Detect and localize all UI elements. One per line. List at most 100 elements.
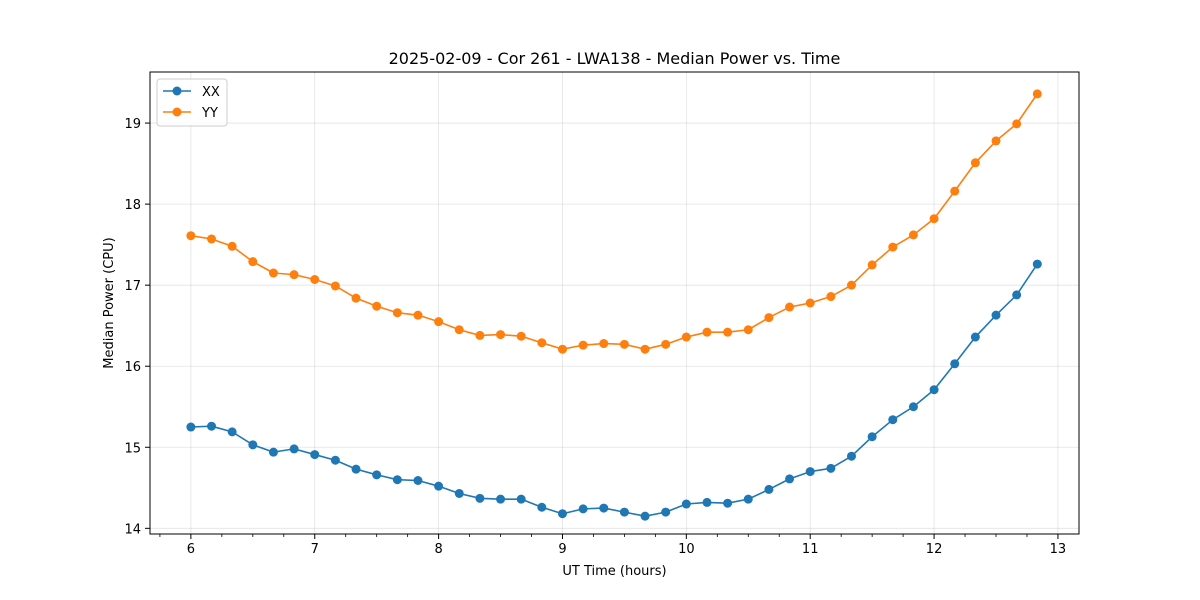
- data-point-xx: [619, 507, 629, 517]
- data-point-xx: [454, 488, 464, 498]
- data-point-yy: [537, 338, 547, 348]
- data-point-xx: [227, 427, 237, 437]
- chart-title: 2025-02-09 - Cor 261 - LWA138 - Median P…: [389, 49, 841, 68]
- data-point-xx: [475, 493, 485, 503]
- data-point-xx: [743, 494, 753, 504]
- data-point-xx: [888, 415, 898, 425]
- data-point-xx: [640, 511, 650, 521]
- data-point-xx: [702, 497, 712, 507]
- x-tick-label: 11: [802, 542, 819, 557]
- data-point-xx: [991, 310, 1001, 320]
- data-point-yy: [207, 234, 217, 244]
- data-point-yy: [970, 158, 980, 168]
- data-point-xx: [764, 484, 774, 494]
- data-point-yy: [681, 332, 691, 342]
- y-tick-label: 15: [124, 441, 141, 456]
- legend-label-xx: XX: [202, 85, 220, 100]
- data-point-yy: [454, 325, 464, 335]
- y-tick-label: 14: [124, 522, 141, 537]
- data-point-xx: [372, 470, 382, 480]
- data-point-xx: [1012, 290, 1022, 300]
- x-tick-label: 10: [678, 542, 695, 557]
- data-point-xx: [496, 494, 506, 504]
- data-point-xx: [1032, 259, 1042, 269]
- data-point-xx: [846, 451, 856, 461]
- data-point-xx: [557, 509, 567, 519]
- data-point-yy: [434, 317, 444, 327]
- data-point-yy: [578, 340, 588, 350]
- data-point-xx: [908, 402, 918, 412]
- data-point-yy: [268, 268, 278, 278]
- data-point-xx: [330, 455, 340, 465]
- data-point-yy: [1032, 89, 1042, 99]
- data-point-yy: [805, 298, 815, 308]
- data-point-xx: [434, 481, 444, 491]
- data-point-xx: [516, 494, 526, 504]
- data-point-xx: [599, 503, 609, 513]
- data-point-xx: [661, 507, 671, 517]
- legend-marker-xx: [172, 86, 182, 96]
- y-tick-label: 19: [124, 117, 141, 132]
- data-point-xx: [186, 422, 196, 432]
- data-point-yy: [351, 293, 361, 303]
- data-point-xx: [351, 464, 361, 474]
- grid: [150, 72, 1079, 534]
- data-point-xx: [681, 499, 691, 509]
- data-point-yy: [929, 214, 939, 224]
- data-point-yy: [702, 327, 712, 337]
- data-point-xx: [268, 447, 278, 457]
- legend-marker-yy: [172, 107, 182, 117]
- data-point-yy: [496, 330, 506, 340]
- data-point-xx: [929, 385, 939, 395]
- data-point-yy: [1012, 119, 1022, 129]
- data-point-yy: [392, 308, 402, 318]
- data-point-yy: [599, 339, 609, 349]
- y-axis-label: Median Power (CPU): [102, 237, 117, 368]
- data-point-xx: [248, 440, 258, 450]
- data-point-yy: [991, 136, 1001, 146]
- data-point-yy: [330, 281, 340, 291]
- x-tick-label: 8: [434, 542, 442, 557]
- x-axis: 6 7 8 9 10 11 12 13: [159, 534, 1067, 557]
- data-point-yy: [227, 241, 237, 251]
- data-point-xx: [413, 476, 423, 486]
- data-point-xx: [207, 421, 217, 431]
- data-point-yy: [640, 344, 650, 354]
- data-point-yy: [950, 186, 960, 196]
- series-layer: [186, 89, 1042, 521]
- data-point-yy: [516, 331, 526, 341]
- data-point-yy: [908, 230, 918, 240]
- data-point-xx: [723, 498, 733, 508]
- data-point-yy: [826, 292, 836, 302]
- data-point-yy: [310, 274, 320, 284]
- data-point-yy: [888, 242, 898, 252]
- data-point-xx: [578, 504, 588, 514]
- data-point-yy: [764, 313, 774, 323]
- data-point-yy: [413, 310, 423, 320]
- y-axis: 14 15 16 17 18 19: [124, 117, 150, 537]
- data-point-yy: [619, 339, 629, 349]
- data-point-xx: [289, 444, 299, 454]
- data-point-yy: [723, 327, 733, 337]
- x-tick-label: 13: [1050, 542, 1067, 557]
- data-point-xx: [310, 450, 320, 460]
- data-point-yy: [867, 260, 877, 270]
- data-point-xx: [537, 502, 547, 512]
- data-point-xx: [867, 432, 877, 442]
- y-tick-label: 17: [124, 279, 141, 294]
- data-point-xx: [950, 359, 960, 369]
- data-point-yy: [557, 344, 567, 354]
- data-point-yy: [661, 339, 671, 349]
- x-tick-label: 6: [187, 542, 195, 557]
- data-point-yy: [846, 280, 856, 290]
- data-point-xx: [805, 467, 815, 477]
- data-point-yy: [743, 325, 753, 335]
- y-tick-label: 18: [124, 198, 141, 213]
- x-axis-label: UT Time (hours): [562, 564, 666, 579]
- plot-frame: [149, 71, 1080, 535]
- legend-label-yy: YY: [201, 106, 218, 121]
- x-tick-label: 12: [926, 542, 943, 557]
- x-tick-label: 9: [558, 542, 566, 557]
- data-point-xx: [970, 332, 980, 342]
